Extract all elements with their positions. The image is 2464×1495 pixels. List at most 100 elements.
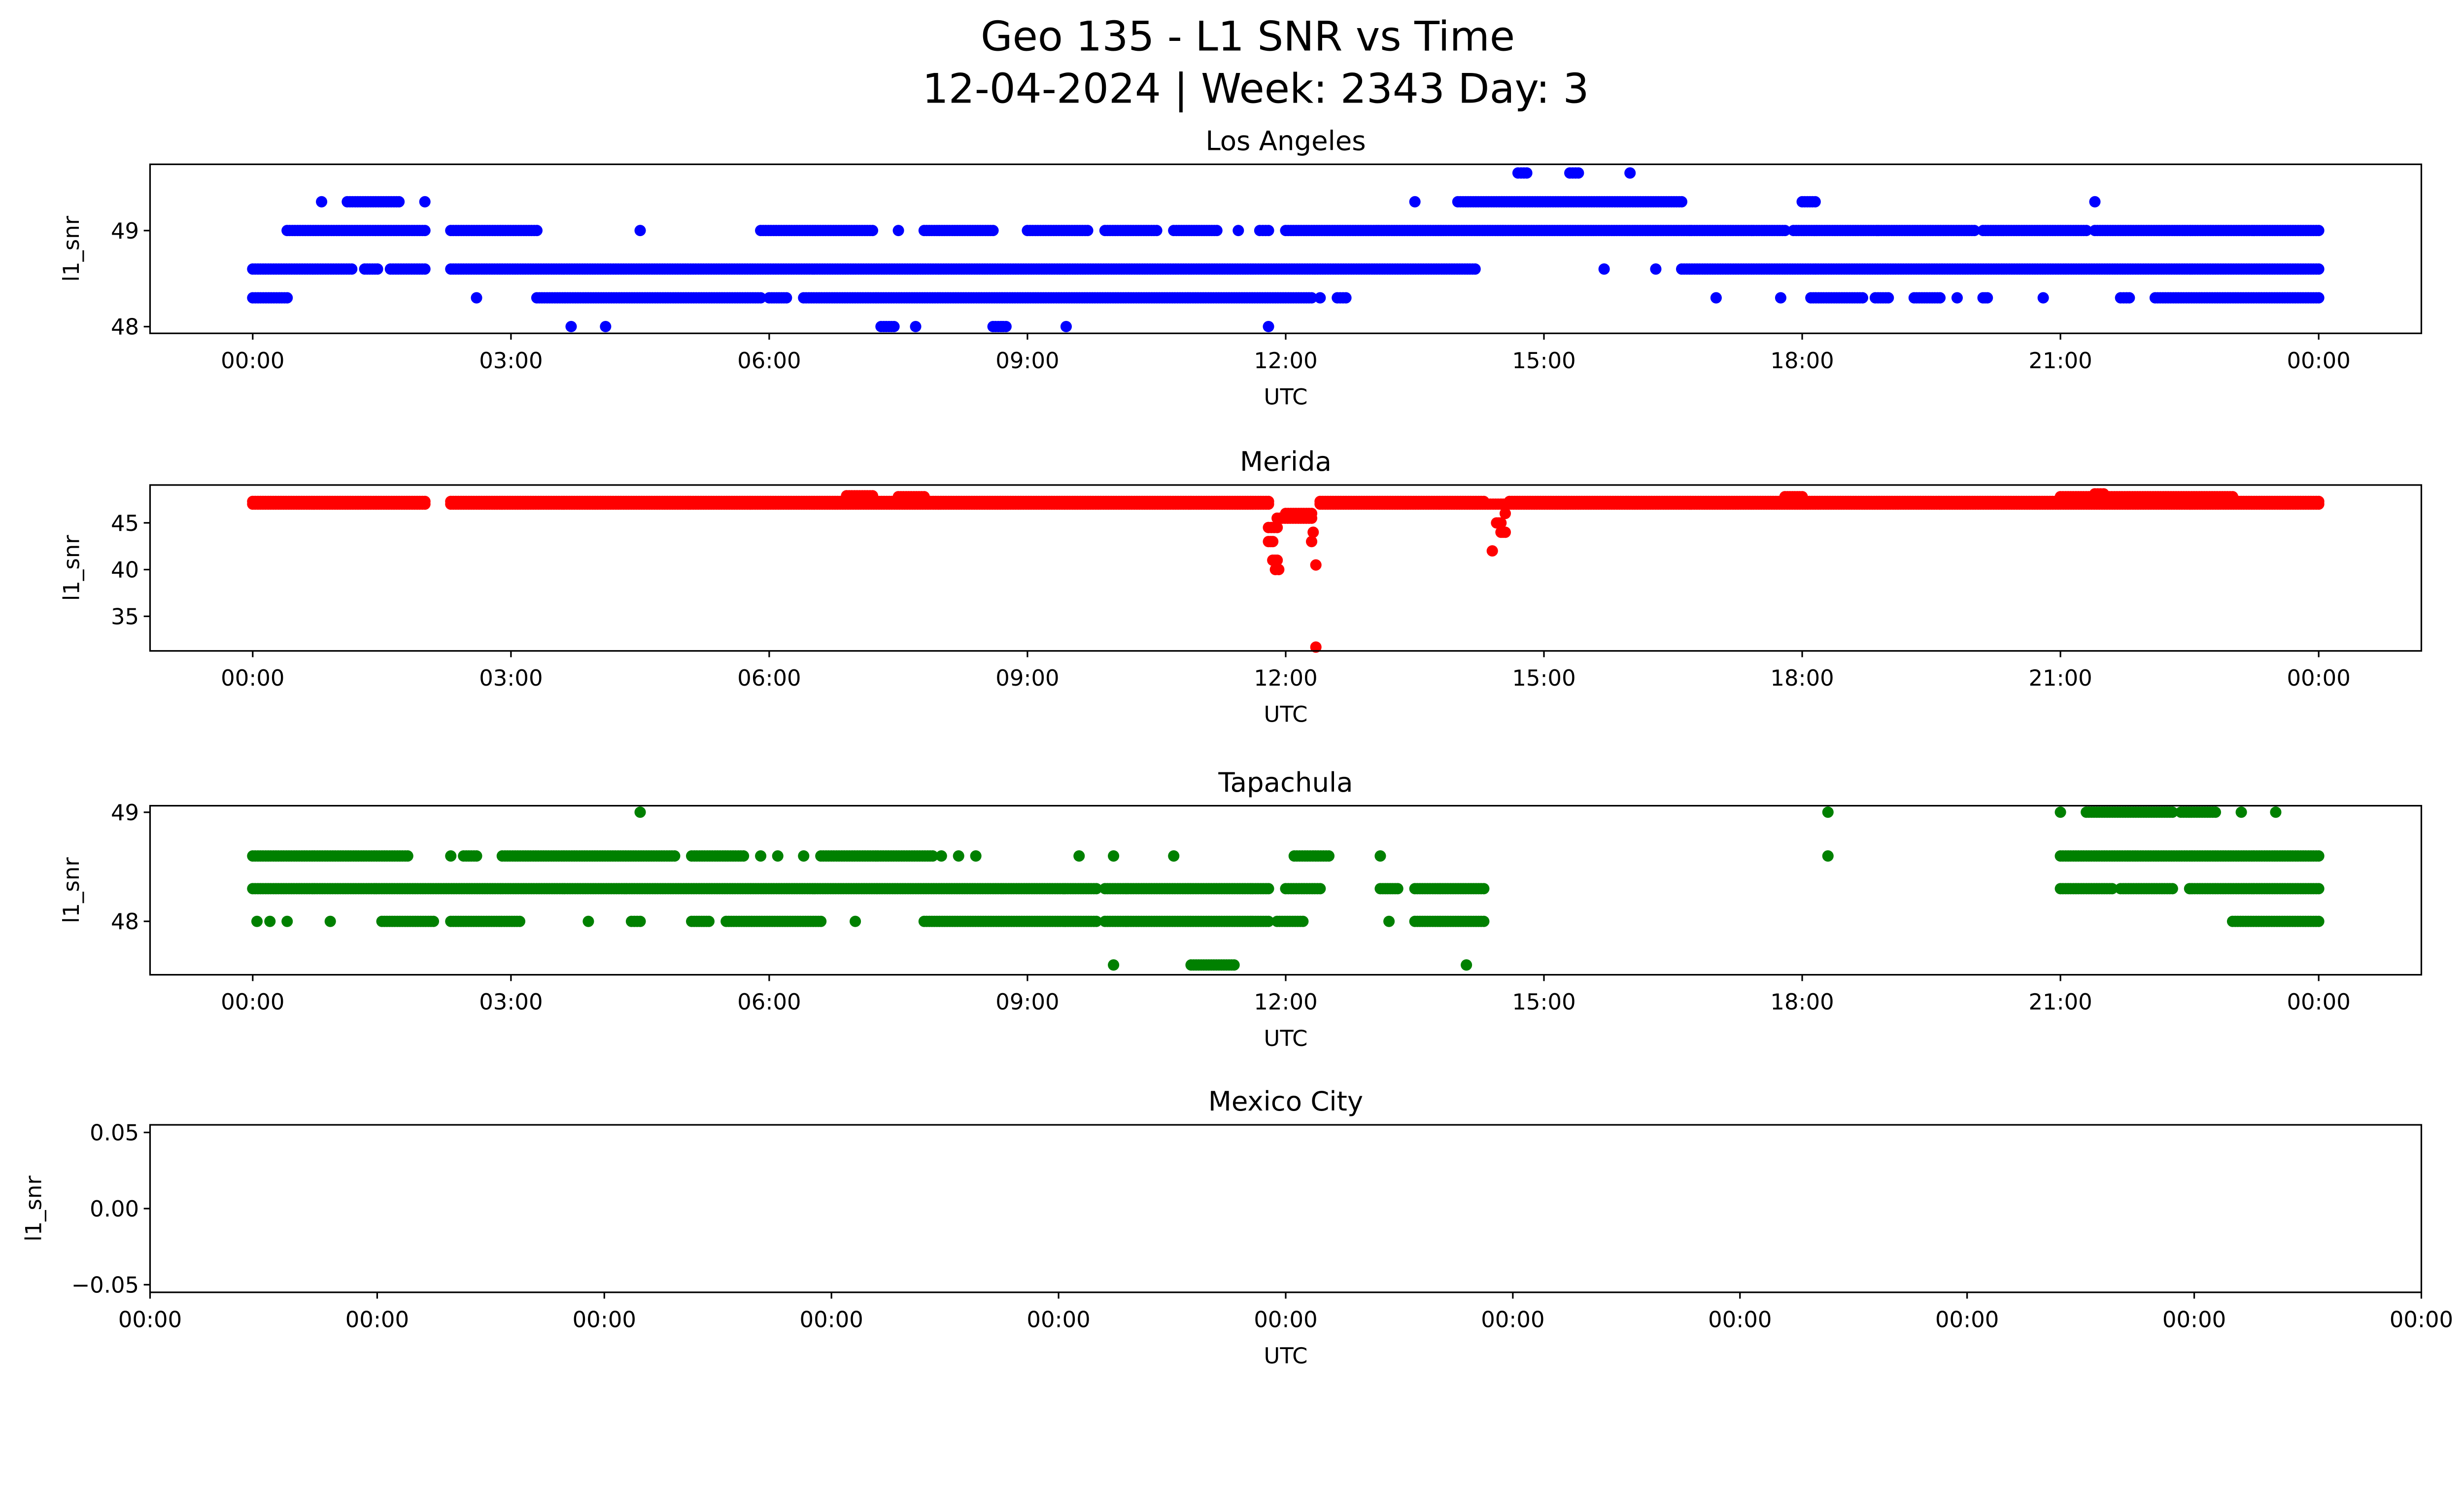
data-point xyxy=(1228,959,1240,971)
x-tick-label: 09:00 xyxy=(995,665,1059,691)
data-point xyxy=(1073,850,1085,862)
x-tick-label: 00:00 xyxy=(2162,1306,2226,1332)
data-point xyxy=(445,850,457,862)
data-point xyxy=(935,850,947,862)
plot-area xyxy=(149,1124,2423,1293)
data-point xyxy=(471,850,482,862)
data-point xyxy=(953,850,964,862)
data-point xyxy=(1108,959,1120,971)
data-point xyxy=(1809,196,1821,208)
data-point xyxy=(1573,167,1584,179)
x-tick-label: 15:00 xyxy=(1512,348,1575,374)
x-tick-label: 00:00 xyxy=(1935,1306,1999,1332)
x-axis-label: UTC xyxy=(1264,384,1308,410)
data-point xyxy=(1650,263,1662,275)
x-tick-label: 00:00 xyxy=(573,1306,636,1332)
data-point xyxy=(419,498,431,510)
panel-title: Los Angeles xyxy=(1205,125,1366,156)
x-tick-label: 00:00 xyxy=(1027,1306,1090,1332)
data-point xyxy=(2313,915,2325,927)
x-tick-label: 03:00 xyxy=(479,348,543,374)
data-point xyxy=(2226,491,2238,503)
panel-title: Merida xyxy=(1240,446,1332,477)
data-point xyxy=(634,806,646,818)
x-tick-label: 15:00 xyxy=(1512,989,1575,1015)
y-tick-label: 0.00 xyxy=(90,1196,139,1222)
data-point xyxy=(1499,526,1511,538)
data-point xyxy=(1108,850,1120,862)
data-point xyxy=(2313,292,2325,304)
data-point xyxy=(1232,225,1244,237)
y-tick-label: 48 xyxy=(111,314,139,340)
data-point xyxy=(1168,850,1180,862)
x-tick-label: 00:00 xyxy=(2287,665,2350,691)
y-axis-label: l1_snr xyxy=(58,215,84,281)
data-points xyxy=(247,167,2325,333)
x-tick-label: 21:00 xyxy=(2028,989,2092,1015)
x-tick-label: 00:00 xyxy=(221,989,284,1015)
data-point xyxy=(1267,536,1279,548)
figure: Geo 135 - L1 SNR vs Time 12-04-2024 | We… xyxy=(20,13,2453,1369)
data-point xyxy=(346,263,358,275)
data-point xyxy=(1263,498,1274,510)
y-tick-label: 40 xyxy=(111,557,139,583)
data-point xyxy=(2054,806,2066,818)
data-point xyxy=(281,915,293,927)
data-point xyxy=(1306,292,1318,304)
data-point xyxy=(1710,292,1722,304)
figure-subtitle: 12-04-2024 | Week: 2343 Day: 3 xyxy=(923,65,1589,112)
data-point xyxy=(815,915,827,927)
data-point xyxy=(892,225,904,237)
x-tick-label: 03:00 xyxy=(479,989,543,1015)
data-point xyxy=(1297,915,1309,927)
data-point xyxy=(2209,806,2222,818)
x-tick-label: 06:00 xyxy=(737,348,801,374)
y-tick-label: 49 xyxy=(111,218,139,244)
figure-title: Geo 135 - L1 SNR vs Time xyxy=(981,13,1515,61)
data-point xyxy=(1882,292,1894,304)
x-tick-label: 12:00 xyxy=(1254,348,1317,374)
x-tick-label: 00:00 xyxy=(800,1306,863,1332)
data-point xyxy=(1263,883,1274,895)
data-point xyxy=(850,915,861,927)
data-point xyxy=(264,915,276,927)
data-point xyxy=(2313,498,2325,510)
data-point xyxy=(372,263,383,275)
data-point xyxy=(1263,320,1274,333)
x-tick-label: 18:00 xyxy=(1770,989,1834,1015)
data-point xyxy=(1314,883,1326,895)
data-point xyxy=(419,263,431,275)
x-tick-label: 00:00 xyxy=(2287,348,2350,374)
data-point xyxy=(2313,883,2325,895)
data-point xyxy=(565,320,577,333)
data-point xyxy=(1478,915,1490,927)
data-point xyxy=(1263,225,1274,237)
y-tick-label: 45 xyxy=(111,510,139,536)
x-tick-label: 09:00 xyxy=(995,989,1059,1015)
x-tick-label: 06:00 xyxy=(737,989,801,1015)
data-point xyxy=(888,320,900,333)
data-point xyxy=(513,915,526,927)
data-point xyxy=(324,915,336,927)
data-point xyxy=(1676,196,1688,208)
y-axis-label: l1_snr xyxy=(20,1176,46,1242)
data-point xyxy=(419,225,431,237)
data-point xyxy=(427,915,440,927)
data-point xyxy=(1775,292,1786,304)
panel-title: Mexico City xyxy=(1208,1085,1363,1117)
data-point xyxy=(1796,491,1808,503)
data-point xyxy=(2235,806,2247,818)
data-point xyxy=(2037,292,2049,304)
x-axis-label: UTC xyxy=(1264,1343,1308,1369)
x-axis-label: UTC xyxy=(1264,701,1308,728)
data-point xyxy=(1779,225,1791,237)
data-point xyxy=(2270,806,2282,818)
data-point xyxy=(2313,850,2325,862)
data-point xyxy=(1374,850,1386,862)
data-point xyxy=(1323,850,1335,862)
x-tick-label: 00:00 xyxy=(221,665,284,691)
data-point xyxy=(1968,225,1980,237)
data-point xyxy=(1310,559,1322,571)
